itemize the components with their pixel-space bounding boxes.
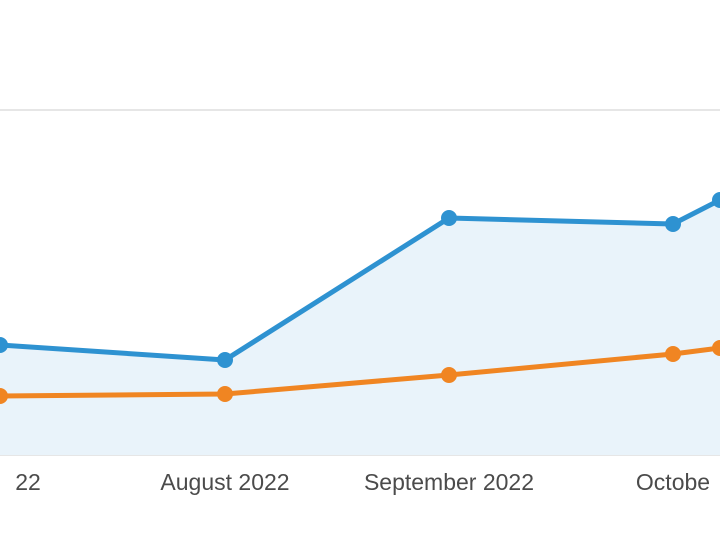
series-b-marker [441, 367, 457, 383]
series-a-marker [441, 210, 457, 226]
x-axis-label: August 2022 [160, 469, 289, 495]
x-axis-label: September 2022 [364, 469, 534, 495]
series-a-marker [665, 216, 681, 232]
x-axis-label: 22 [15, 469, 41, 495]
series-b-marker [665, 346, 681, 362]
chart-canvas: 22 August 2022 September 2022 Octobe [0, 0, 720, 540]
series-a-marker [217, 352, 233, 368]
line-chart: 22 August 2022 September 2022 Octobe [0, 0, 720, 540]
series-b-marker [217, 386, 233, 402]
x-axis-label: Octobe [636, 469, 710, 495]
